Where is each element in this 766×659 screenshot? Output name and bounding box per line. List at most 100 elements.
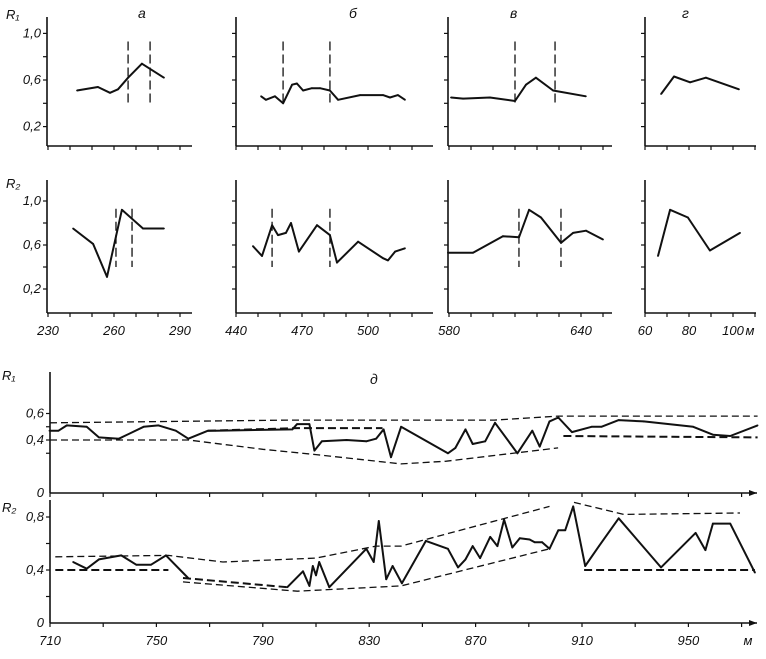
x-tick-label: 290 bbox=[168, 323, 191, 338]
data-point bbox=[660, 566, 662, 569]
data-point bbox=[142, 227, 144, 230]
y-tick-label: 1,0 bbox=[23, 25, 42, 40]
data-point bbox=[187, 437, 190, 440]
data-point bbox=[345, 439, 348, 441]
data-point bbox=[357, 240, 359, 243]
data-point bbox=[687, 216, 689, 219]
data-point bbox=[286, 586, 289, 589]
data-point bbox=[447, 251, 449, 254]
panel-letter: в bbox=[510, 5, 517, 21]
data-point bbox=[282, 102, 284, 105]
axis-arrow-icon bbox=[749, 490, 757, 496]
x-tick-label: 60 bbox=[638, 323, 653, 338]
data-point bbox=[660, 93, 662, 95]
r2-series-line bbox=[447, 208, 604, 254]
data-point bbox=[617, 517, 620, 520]
data-point bbox=[673, 75, 675, 78]
data-point bbox=[528, 208, 530, 211]
data-point bbox=[479, 557, 482, 559]
data-point bbox=[502, 235, 504, 238]
data-point bbox=[552, 89, 554, 92]
data-point bbox=[617, 419, 620, 422]
panel-letter: г bbox=[682, 5, 689, 21]
data-point bbox=[252, 245, 254, 248]
data-point bbox=[389, 96, 391, 99]
envelope-dashed-line bbox=[55, 505, 550, 563]
x-unit-label: м bbox=[746, 323, 755, 338]
data-point bbox=[382, 94, 384, 97]
y-tick-label: 0 bbox=[37, 485, 45, 500]
data-point bbox=[316, 224, 318, 227]
panel-letter: а bbox=[138, 5, 146, 21]
r2-series-line bbox=[252, 222, 406, 264]
data-point bbox=[390, 456, 392, 459]
axis-arrow-icon bbox=[749, 620, 757, 626]
r2-axis-label: R₂ bbox=[2, 500, 16, 515]
y-tick-label: 0 bbox=[37, 615, 45, 630]
envelope-dashed-line bbox=[563, 435, 758, 439]
x-tick-label: 790 bbox=[252, 633, 274, 648]
data-point bbox=[308, 423, 311, 425]
data-point bbox=[337, 98, 339, 101]
data-point bbox=[447, 547, 449, 550]
data-point bbox=[365, 547, 368, 550]
y-tick-label: 0,4 bbox=[26, 562, 44, 577]
data-point bbox=[540, 216, 542, 219]
data-point bbox=[365, 440, 368, 443]
x-unit-label: м bbox=[744, 633, 753, 648]
data-point bbox=[315, 574, 317, 577]
data-point bbox=[311, 87, 313, 90]
data-point bbox=[274, 95, 276, 98]
data-point bbox=[400, 425, 403, 428]
y-tick-label: 0,4 bbox=[26, 432, 44, 447]
data-point bbox=[318, 561, 321, 563]
data-point bbox=[642, 420, 645, 423]
data-point bbox=[382, 257, 384, 260]
data-point bbox=[711, 433, 714, 436]
data-point bbox=[187, 577, 189, 579]
data-point bbox=[541, 541, 543, 544]
data-point bbox=[503, 518, 505, 521]
data-point bbox=[669, 208, 671, 211]
panel-1: б 440 470 500 bbox=[225, 5, 433, 338]
data-point bbox=[97, 86, 99, 88]
data-point bbox=[756, 424, 759, 427]
data-point bbox=[85, 425, 88, 428]
r1-series-line bbox=[660, 75, 740, 95]
data-point bbox=[328, 586, 331, 589]
data-point bbox=[260, 95, 262, 98]
data-point bbox=[401, 582, 403, 585]
data-point bbox=[397, 94, 399, 97]
x-tick-label: 580 bbox=[438, 323, 460, 338]
x-tick-label: 950 bbox=[678, 633, 700, 648]
r1-axis-label: R₁ bbox=[2, 368, 16, 383]
data-point bbox=[472, 251, 474, 254]
data-point bbox=[511, 546, 514, 549]
data-point bbox=[739, 232, 741, 234]
data-point bbox=[117, 88, 119, 91]
data-point bbox=[711, 522, 714, 525]
data-point bbox=[689, 81, 691, 84]
data-point bbox=[290, 222, 292, 224]
data-point bbox=[372, 561, 375, 563]
data-point bbox=[271, 224, 273, 227]
data-point bbox=[548, 420, 551, 423]
data-point bbox=[518, 537, 521, 540]
data-point bbox=[76, 89, 78, 92]
r1-series-line bbox=[76, 62, 165, 94]
data-point bbox=[533, 541, 536, 544]
data-point bbox=[729, 435, 732, 437]
x-tick-label: 500 bbox=[357, 323, 379, 338]
data-point bbox=[377, 520, 380, 522]
x-tick-label: 710 bbox=[39, 633, 61, 648]
x-tick-label: 100 bbox=[722, 323, 744, 338]
data-point bbox=[65, 424, 68, 427]
r1-series-line bbox=[450, 76, 586, 102]
data-point bbox=[738, 88, 740, 91]
data-point bbox=[598, 545, 600, 548]
data-point bbox=[85, 567, 88, 570]
data-point bbox=[531, 429, 534, 432]
y-tick-label: 0,6 bbox=[23, 72, 42, 87]
data-point bbox=[387, 259, 389, 262]
